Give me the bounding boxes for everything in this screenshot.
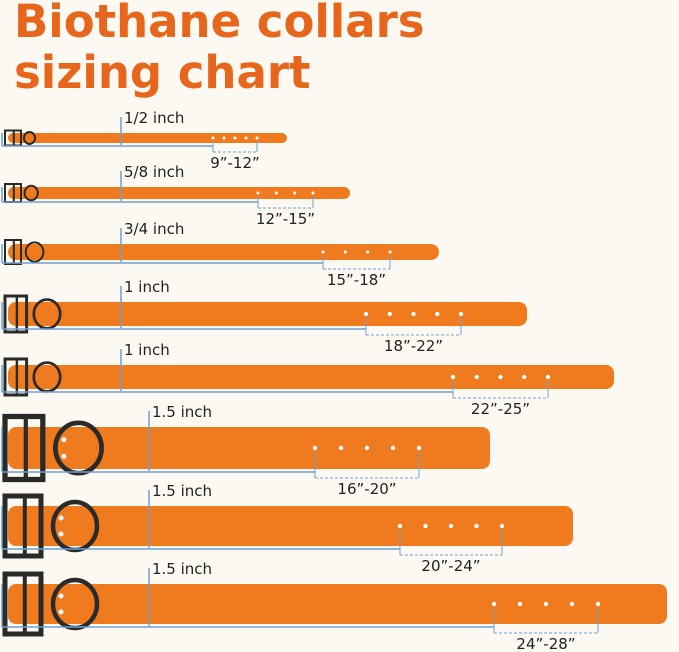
hole [545,374,551,380]
hole [311,191,315,195]
range-label: 12”-15” [256,210,315,228]
hole [435,311,440,317]
range-label: 20”-24” [421,557,480,575]
title-line: Biothane collars [14,0,425,48]
hole [416,445,422,451]
d-ring [23,184,39,202]
d-ring [24,241,45,263]
hole [255,136,259,140]
rivet [61,453,67,459]
hole [388,250,392,254]
hole [423,523,428,529]
title-line: sizing chart [14,46,311,99]
hole [390,445,396,451]
width-label: 5/8 inch [124,163,184,181]
hole [366,250,370,254]
strap [8,133,287,143]
hole [363,311,369,317]
range-label: 15”-18” [327,271,386,289]
range-label: 22”-25” [471,400,530,418]
hole [256,191,260,195]
hole [343,250,347,254]
hole [364,445,370,451]
hole [474,374,479,380]
hole [498,374,503,380]
hole [517,601,523,607]
hole [474,523,479,529]
range-label: 16”-20” [337,480,396,498]
hole [458,311,464,317]
hole [233,136,237,140]
hole [522,374,527,380]
strap [8,187,350,199]
range-label: 18”-22” [384,337,443,355]
rivet [58,531,64,537]
width-label: 1.5 inch [152,482,212,500]
hole [543,601,549,607]
hole [222,136,226,140]
d-ring [23,131,36,145]
hole [338,445,344,451]
hole [293,191,297,195]
strap [8,584,667,624]
strap [8,302,527,326]
width-label: 1.5 inch [152,560,212,578]
rivet [58,609,64,615]
strap [8,244,439,260]
hole [312,445,318,451]
hole [387,311,392,317]
range-label: 9”-12” [210,154,260,172]
width-label: 1 inch [124,341,170,359]
hole [411,311,416,317]
hole [274,191,278,195]
strap [8,427,490,469]
hole [491,601,497,607]
hole [321,250,325,254]
hole [499,523,505,529]
hole [448,523,454,529]
width-label: 3/4 inch [124,220,184,238]
strap [8,365,614,389]
rivet [58,515,64,521]
rivet [58,593,64,599]
hole [595,601,601,607]
hole [397,523,403,529]
rivet [61,437,67,443]
range-label: 24”-28” [516,635,575,652]
width-label: 1.5 inch [152,403,212,421]
d-ring [50,577,100,631]
d-ring [53,420,104,476]
hole [244,136,248,140]
hole [569,601,575,607]
width-label: 1 inch [124,278,170,296]
d-ring [50,499,100,553]
hole [450,374,456,380]
hole [211,136,215,140]
width-label: 1/2 inch [124,109,184,127]
